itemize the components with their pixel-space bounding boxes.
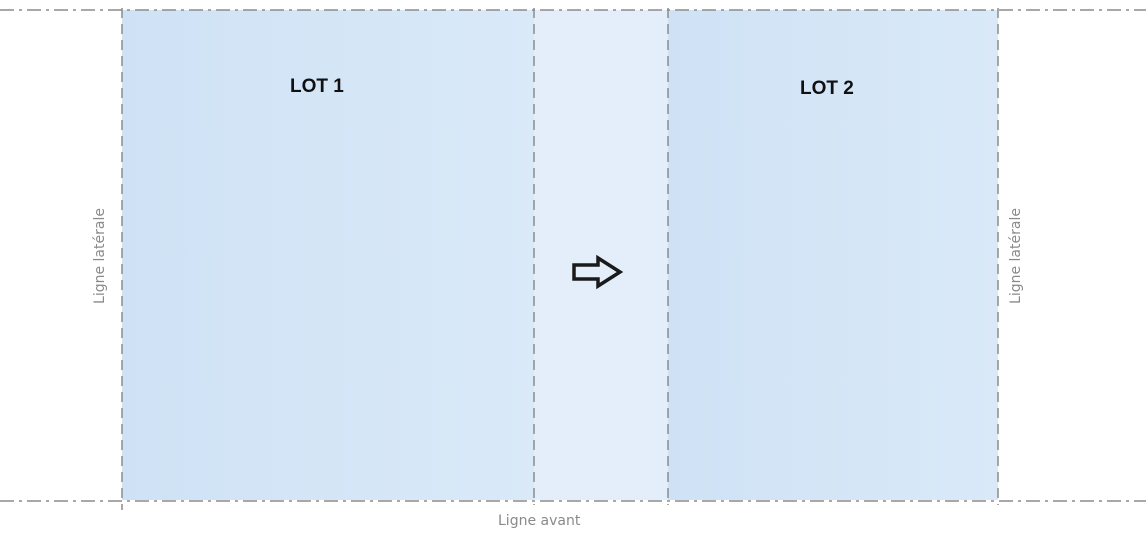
lot-2-area: [668, 10, 998, 500]
front-line-label: Ligne avant: [498, 513, 581, 529]
lot-2-label: LOT 2: [800, 78, 854, 99]
right-arrow-icon: [572, 254, 624, 290]
left-side-line-label: Ligne latérale: [92, 208, 108, 304]
right-side-line-label: Ligne latérale: [1008, 208, 1024, 304]
middle-strip: [534, 10, 668, 500]
lot-1-area: [122, 10, 534, 500]
lot-1-label: LOT 1: [290, 76, 344, 97]
